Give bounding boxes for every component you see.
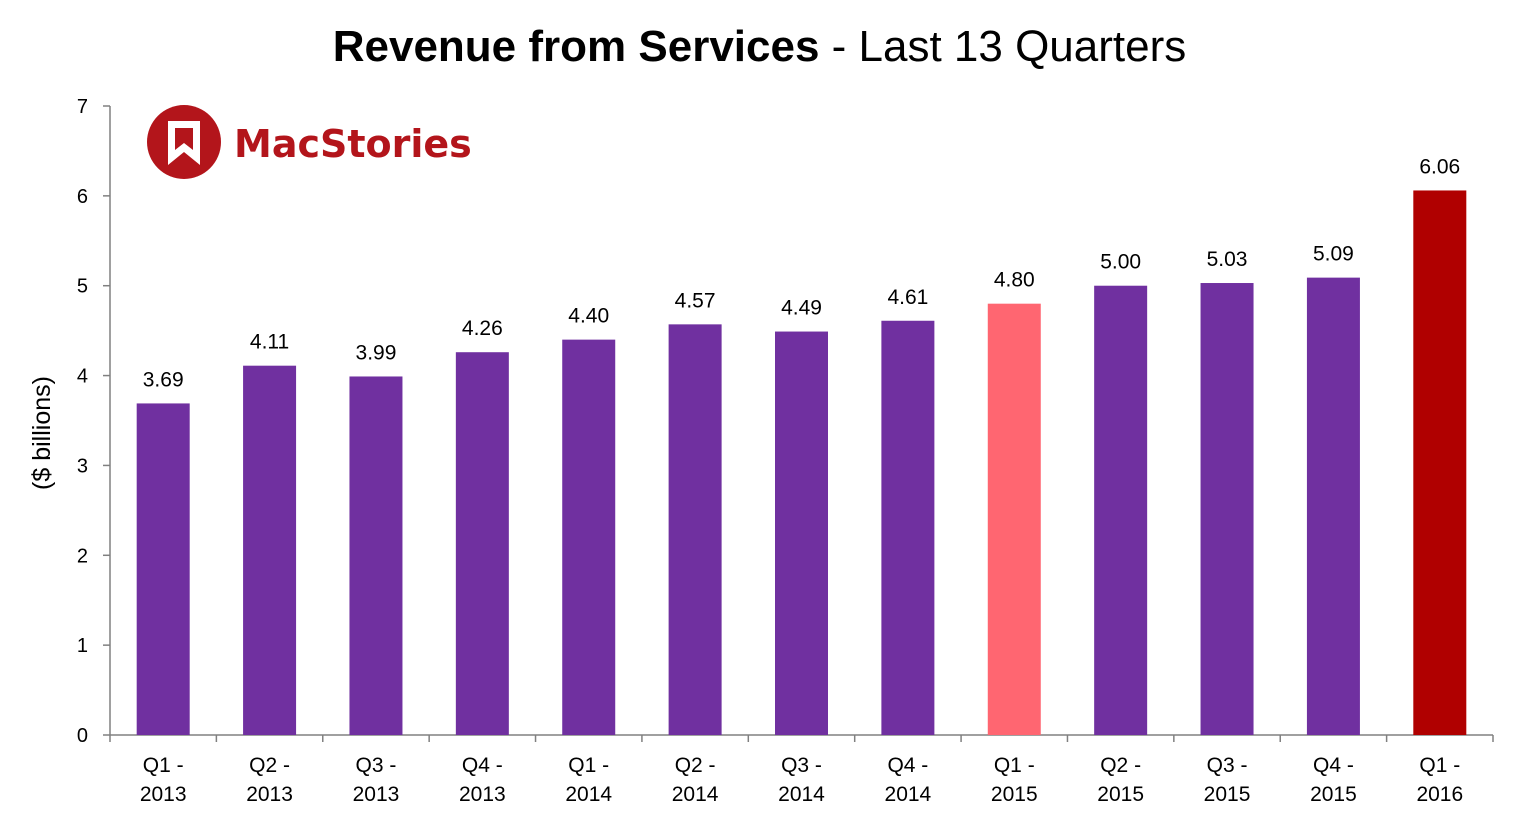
y-tick-label: 2 (77, 545, 88, 567)
x-tick-label-year: 2015 (1204, 783, 1251, 806)
bar-value-label: 4.61 (887, 286, 928, 309)
bookmark-icon (168, 121, 200, 165)
x-tick-label: Q4 - (1313, 754, 1354, 777)
x-tick-label: Q1 - (143, 754, 184, 777)
bar (349, 376, 403, 735)
bar-value-label: 4.11 (250, 331, 289, 354)
x-tick-label-year: 2013 (246, 783, 293, 806)
bar-value-label: 3.69 (143, 368, 184, 391)
bar-value-label: 5.00 (1100, 251, 1141, 274)
y-tick-label: 0 (77, 725, 88, 747)
x-tick-label: Q1 - (994, 754, 1035, 777)
value-labels: 3.69 4.11 3.99 4.26 4.40 4.57 4.49 4.61 4.80 5.00… (143, 155, 1460, 391)
y-tick-label: 4 (77, 366, 88, 388)
bar (1413, 190, 1467, 736)
x-tick-label-year: 2014 (885, 783, 932, 806)
x-tick-label-year: 2016 (1416, 783, 1463, 806)
bar (1306, 277, 1360, 735)
x-tick-label: Q4 - (887, 754, 928, 777)
bar (987, 303, 1041, 735)
y-tick-label: 6 (77, 186, 88, 208)
bar-value-label: 4.57 (675, 289, 716, 312)
x-tick-label-year: 2013 (459, 783, 506, 806)
x-tick-label: Q2 - (675, 754, 716, 777)
bar (668, 324, 722, 735)
x-tick-label-year: 2014 (672, 783, 719, 806)
x-tick-label-year: 2013 (353, 783, 400, 806)
x-tick-label: Q2 - (1100, 754, 1141, 777)
chart-title-bold: Revenue from Services (332, 22, 820, 71)
bar-value-label: 4.49 (781, 297, 822, 320)
x-tick-label-year: 2013 (140, 783, 187, 806)
y-axis-label: ($ billions) (28, 376, 56, 490)
x-tick-label: Q4 - (462, 754, 503, 777)
x-tick-label: Q1 - (568, 754, 609, 777)
logo-circle (147, 105, 221, 179)
chart-title-rest: - Last 13 Quarters (819, 22, 1187, 71)
bar (881, 320, 935, 735)
bar-value-label: 4.80 (994, 269, 1035, 292)
bar-value-label: 6.06 (1419, 155, 1460, 178)
x-tick-label: Q3 - (1207, 754, 1248, 777)
bars (136, 190, 1467, 736)
bar-value-label: 5.09 (1313, 243, 1354, 266)
x-tick-label-year: 2014 (565, 783, 612, 806)
y-tick-label: 1 (77, 635, 88, 657)
category-labels: Q1 - 2013 Q2 - 2013 Q3 - 2013 Q4 - 2013 Q1 - 2014… (140, 754, 1463, 806)
x-tick-label-year: 2015 (991, 783, 1038, 806)
macstories-logo: MacStories (147, 105, 472, 179)
bar-value-label: 3.99 (356, 341, 397, 364)
x-tick-label: Q1 - (1419, 754, 1460, 777)
logo-text: MacStories (234, 122, 472, 166)
y-tick-label: 3 (77, 455, 88, 477)
x-tick-label-year: 2015 (1310, 783, 1357, 806)
y-tick-label: 7 (77, 96, 88, 118)
bar (1200, 283, 1254, 735)
x-tick-label-year: 2014 (778, 783, 825, 806)
y-tick-label: 5 (77, 276, 88, 298)
x-tick-label-year: 2015 (1097, 783, 1144, 806)
bar (562, 339, 616, 735)
bar-value-label: 4.26 (462, 317, 503, 340)
bar (775, 331, 828, 735)
x-ticks (109, 735, 1494, 742)
bar (1094, 285, 1148, 735)
x-tick-label: Q3 - (781, 754, 822, 777)
bar (243, 365, 297, 735)
y-ticks: 0 1 2 3 4 5 6 7 (77, 96, 110, 747)
bar (136, 403, 190, 735)
x-tick-label: Q3 - (356, 754, 397, 777)
bar (455, 352, 509, 735)
x-tick-label: Q2 - (249, 754, 290, 777)
bar-value-label: 5.03 (1207, 248, 1248, 271)
chart-title: Revenue from Services - Last 13 Quarters (0, 22, 1519, 72)
bar-value-label: 4.40 (568, 305, 609, 328)
